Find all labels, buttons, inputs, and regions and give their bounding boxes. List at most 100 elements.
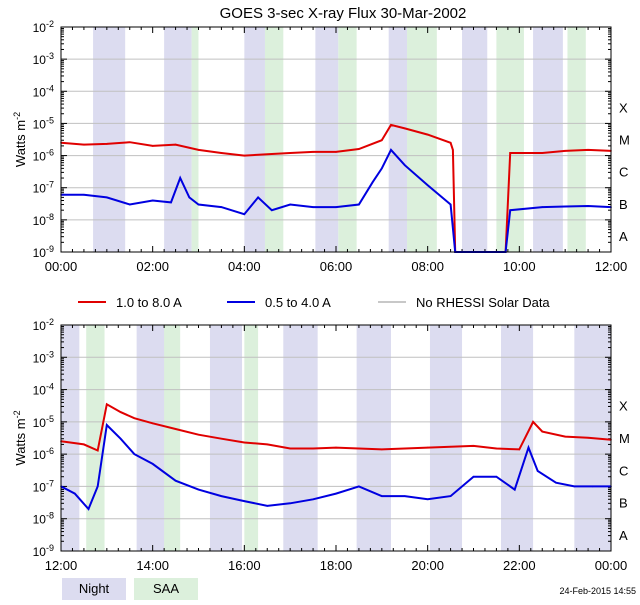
data-point [381,448,383,451]
night-band [501,325,534,551]
data-point [289,447,291,450]
x-tick-label: 02:00 [136,259,169,274]
data-point [257,196,259,199]
y-tick-label: 10-5 [33,414,54,430]
data-point [335,446,337,449]
data-point [128,203,131,206]
saa-band [244,325,259,551]
y-tick-label: 10-2 [33,19,54,35]
y-tick-label: 10-6 [33,148,54,164]
data-point [426,446,429,449]
data-point [541,430,544,433]
y-tick-label: 10-6 [33,446,54,462]
y-tick-label: 10-3 [33,349,54,365]
data-point [197,488,200,491]
data-point [591,485,594,488]
data-point [174,143,177,146]
data-point [564,435,566,438]
night-band [356,325,391,551]
data-point [188,196,191,199]
x-tick-label: 16:00 [228,558,261,573]
data-point [426,133,429,136]
x-tick-label: 06:00 [320,259,353,274]
flare-class-label: X [619,100,628,115]
saa-band [338,27,357,252]
generated-timestamp: 24-Feb-2015 14:55 [559,586,636,596]
data-point [403,447,406,450]
data-point [106,424,108,426]
saa-band [567,27,586,252]
y-tick-label: 10-3 [33,51,54,67]
flare-class-label: A [619,229,628,244]
data-point [119,411,122,413]
y-tick-label: 10-4 [33,382,54,398]
data-point [243,154,246,157]
flare-class-label: A [619,528,628,543]
data-point [266,443,269,446]
data-point [495,447,498,450]
data-point [266,505,269,507]
data-point [536,470,539,472]
plot-frame [60,26,612,253]
night-band [244,27,265,252]
data-point [266,153,269,156]
data-point [289,502,291,505]
data-point [151,145,154,147]
data-point [371,181,374,183]
y-tick-label: 10-7 [33,478,54,494]
data-point [390,124,392,126]
data-point [358,148,360,150]
shading-legend: Night SAA [62,578,198,600]
series-line-short [60,422,611,511]
y-tick-label: 10-2 [33,317,54,333]
flare-class-label: M [619,431,630,446]
series-line-long [60,402,612,452]
data-point [403,127,406,130]
top-panel: 10-2 10-3 10-4 10-5 10-6 10-7 10-8 10-9 A B C M X 00:… [12,19,630,274]
data-point [587,149,589,151]
data-point [220,206,223,208]
x-tick-label: 12:00 [45,558,78,573]
data-point [312,151,314,153]
y-axis-label: Watts m-2 [12,410,28,465]
night-band [283,325,318,551]
saa-legend-label: SAA [153,581,179,596]
x-tick-label: 14:00 [136,558,169,573]
x-tick-label: 20:00 [411,558,444,573]
saa-band [164,325,181,551]
data-point [96,485,99,488]
data-point [541,206,544,208]
data-point [564,150,566,152]
night-band [164,27,192,252]
y-tick-label: 10-5 [33,115,54,131]
data-point [312,206,314,208]
data-point [573,485,576,488]
data-point [513,488,516,491]
data-point [509,209,511,211]
data-point [449,203,452,206]
data-point [243,213,246,215]
data-point [106,143,108,145]
data-point [243,441,246,444]
data-point [133,453,136,455]
flare-class-label: C [619,165,628,180]
data-point [381,139,383,142]
saa-band [191,27,199,252]
data-point [96,449,99,452]
data-point [335,206,337,208]
y-axis-label: Watts m-2 [12,112,28,167]
data-point [128,141,131,144]
legend-label-long: 1.0 to 8.0 A [116,295,182,310]
x-tick-label: 18:00 [320,558,353,573]
data-point [312,498,314,501]
x-tick-label: 12:00 [595,259,628,274]
data-point [106,403,108,406]
x-tick-label: 00:00 [45,259,78,274]
data-point [243,500,246,502]
data-point [133,417,136,419]
data-point [449,445,452,448]
flare-class-label: C [619,463,628,478]
night-band [93,27,126,252]
data-point [449,495,452,497]
